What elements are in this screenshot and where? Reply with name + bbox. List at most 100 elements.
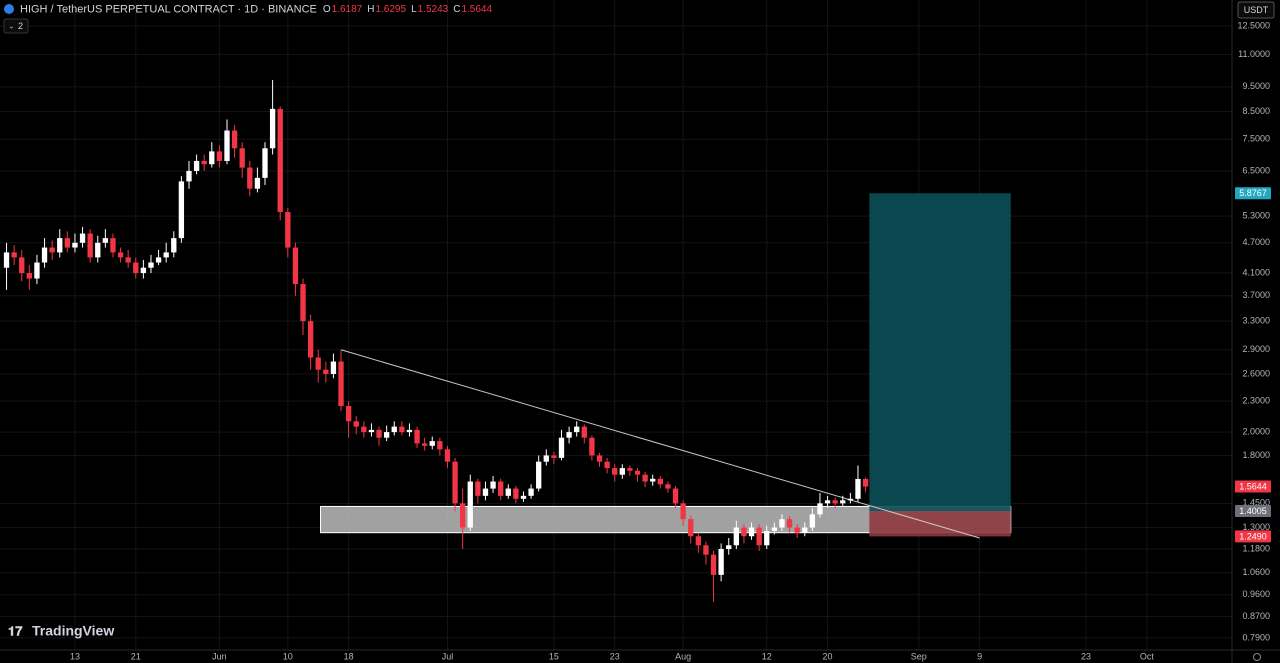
candle-body: [794, 527, 800, 533]
candle-body: [429, 441, 435, 446]
candle-body: [672, 488, 679, 504]
candle-body: [231, 130, 238, 149]
x-tick-label: 21: [131, 651, 141, 661]
candle-body: [216, 151, 223, 161]
candle-body: [718, 548, 724, 575]
candle-body: [543, 455, 549, 462]
position-target: [869, 193, 1011, 512]
ohlc-value: 1.6187: [332, 4, 363, 15]
candle-body: [125, 257, 131, 263]
y-tick-label: 0.7900: [1242, 632, 1270, 642]
candle-body: [72, 242, 78, 248]
y-tick-label: 5.3000: [1242, 211, 1270, 221]
candle-body: [444, 449, 451, 462]
symbol-icon: [4, 4, 14, 14]
candle-body: [840, 500, 846, 504]
y-tick-label: 6.5000: [1242, 165, 1270, 175]
x-tick-label: Oct: [1140, 651, 1155, 661]
candle-body: [566, 432, 572, 438]
candle-body: [558, 437, 565, 458]
candle-body: [802, 527, 808, 533]
candle-body: [117, 252, 124, 258]
candle-body: [391, 426, 397, 433]
candle-body: [57, 238, 63, 253]
candle-body: [87, 233, 93, 258]
currency-box[interactable]: [1237, 1, 1275, 19]
brand: TradingView: [32, 623, 114, 639]
y-tick-label: 12.5000: [1237, 20, 1270, 30]
candle-body: [855, 478, 861, 499]
candle-body: [186, 170, 192, 182]
candle-body: [627, 468, 633, 471]
y-tick-label: 1.3000: [1242, 522, 1270, 532]
candle-body: [490, 481, 496, 489]
candle-body: [292, 247, 299, 285]
ohlc-letter: L: [411, 4, 417, 15]
candle-body: [26, 273, 33, 279]
y-tick-label: 3.3000: [1242, 316, 1270, 326]
candle-body: [19, 257, 25, 274]
x-tick-label: 23: [1081, 651, 1091, 661]
candle-body: [421, 443, 428, 446]
candle-body: [414, 429, 420, 444]
x-tick-label: Aug: [675, 651, 691, 661]
indicator-badge-box[interactable]: [3, 18, 29, 34]
candle-body: [11, 252, 17, 258]
price-label-box: [1235, 187, 1271, 200]
y-tick-label: 11.0000: [1238, 49, 1270, 59]
candle-body: [383, 432, 390, 438]
candle-body: [330, 361, 337, 374]
candle-body: [748, 527, 755, 537]
price-label-box: [1235, 480, 1271, 493]
y-tick-label: 8.5000: [1242, 106, 1270, 116]
y-tick-label: 7.5000: [1242, 134, 1270, 144]
candle-body: [315, 357, 321, 370]
candle-body: [239, 148, 245, 168]
chart-title: HIGH / TetherUS PERPETUAL CONTRACT · 1D …: [20, 3, 317, 15]
candle-body: [505, 488, 511, 496]
x-tick-label: 9: [977, 651, 982, 661]
price-label-box: [1235, 505, 1271, 518]
candle-body: [460, 503, 466, 528]
candle-body: [406, 429, 413, 433]
candle-body: [254, 177, 261, 189]
candle-body: [862, 478, 869, 487]
candle-body: [163, 252, 169, 258]
candle-body: [49, 247, 55, 253]
candle-body: [733, 527, 740, 546]
ohlc-value: 1.5243: [418, 4, 449, 15]
ohlc-letter: H: [367, 4, 374, 15]
candle-body: [399, 426, 405, 433]
candle-body: [581, 426, 587, 438]
candle-body: [133, 262, 139, 274]
candle-body: [201, 160, 207, 165]
settings-icon[interactable]: [1253, 653, 1261, 661]
ohlc-letter: O: [323, 4, 331, 15]
x-tick-label: 13: [70, 651, 80, 661]
candle-body: [756, 527, 762, 546]
candle-body: [574, 426, 580, 433]
candle-body: [41, 247, 48, 263]
candle-body: [657, 478, 663, 485]
candle-body: [361, 426, 367, 433]
ohlc-value: 1.5644: [461, 4, 492, 15]
x-tick-label: 20: [823, 651, 833, 661]
y-tick-label: 3.7000: [1242, 290, 1270, 300]
candle-body: [95, 242, 101, 258]
candle-body: [79, 233, 86, 243]
candles: [3, 79, 869, 602]
candle-body: [209, 151, 215, 165]
candle-body: [307, 321, 314, 358]
labels: 12.5000 11.0000 9.5000 8.5000 7.5000 6.5000 5.…: [70, 20, 1271, 661]
y-tick-label: 1.4500: [1242, 498, 1270, 508]
candle-body: [155, 257, 162, 263]
brand-icon: 𝟏𝟕: [8, 623, 23, 638]
candle-body: [710, 554, 717, 575]
x-tick-label: 15: [549, 651, 559, 661]
candle-body: [353, 421, 359, 427]
candle-body: [596, 455, 603, 462]
y-tick-label: 1.8000: [1242, 450, 1270, 460]
y-tick-label: 1.1800: [1242, 543, 1270, 553]
